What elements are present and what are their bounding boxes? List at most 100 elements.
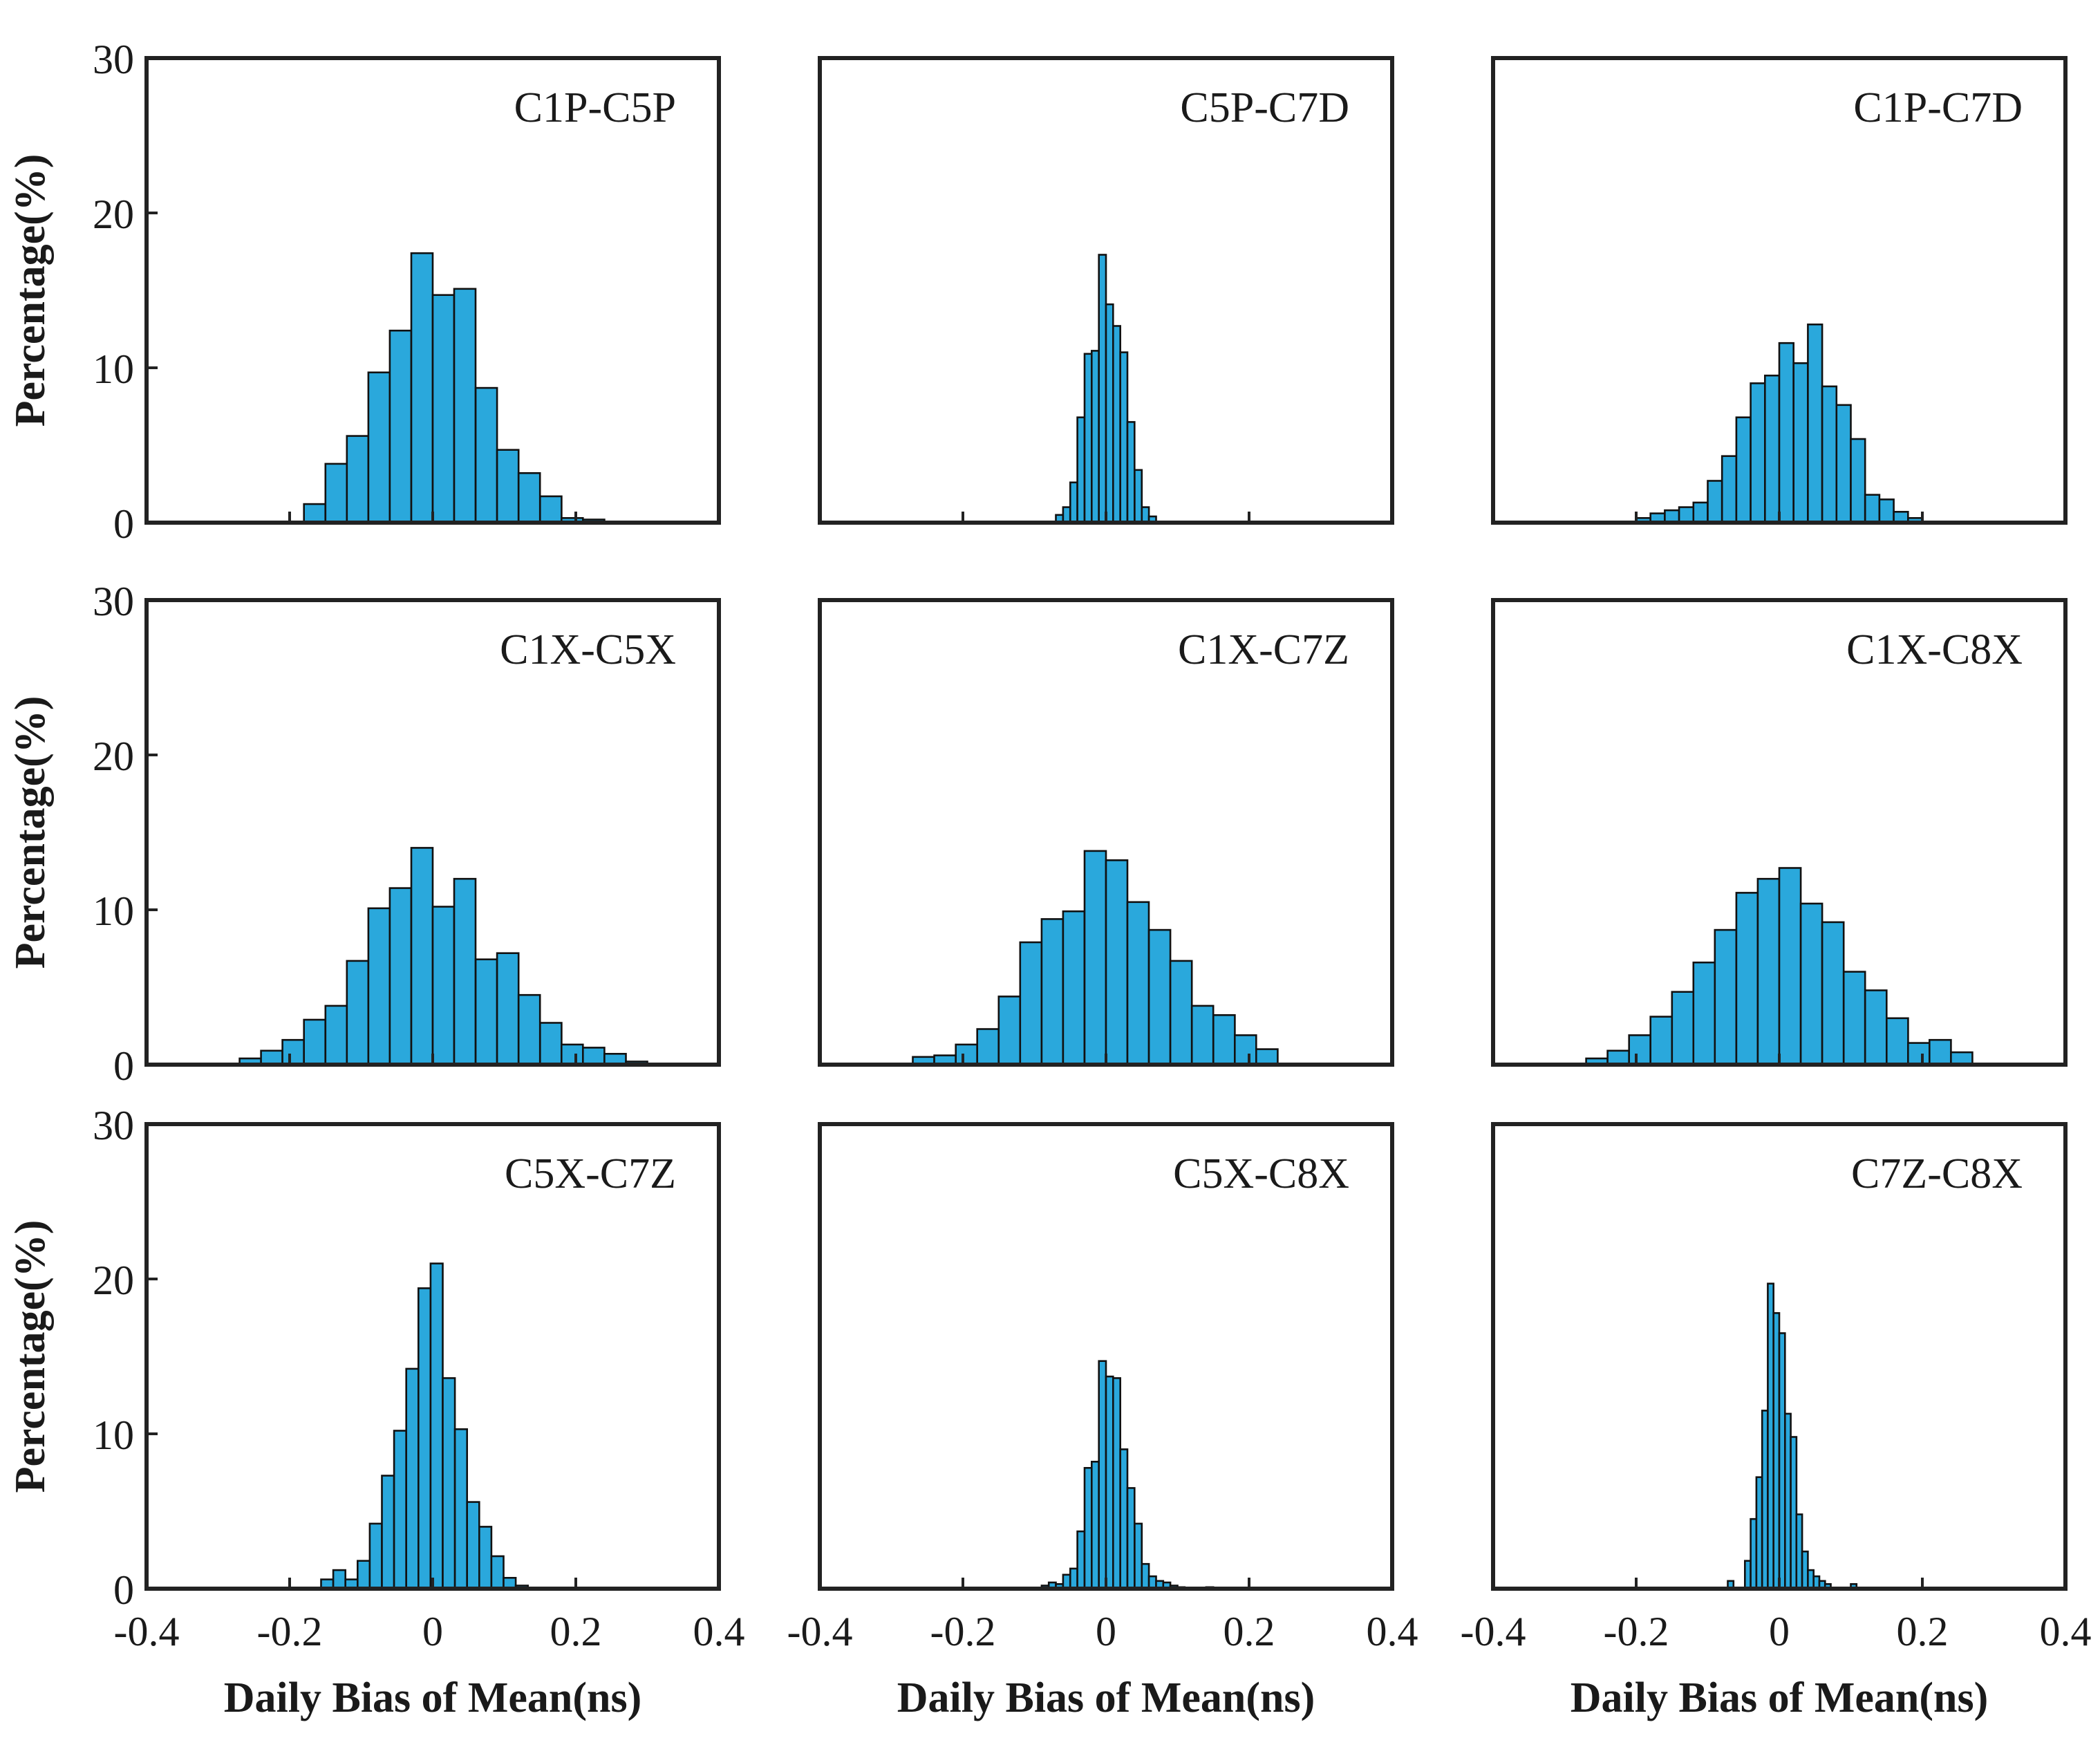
histogram-bar: [431, 294, 456, 524]
histogram-bar: [1735, 416, 1752, 524]
x-tick-label: 0.4: [2040, 1609, 2092, 1654]
histogram-bar: [517, 993, 541, 1066]
histogram-bar: [1735, 892, 1759, 1066]
histogram-bar: [538, 1022, 563, 1066]
histogram-bar: [1069, 1567, 1078, 1590]
histogram-bar: [517, 471, 541, 524]
panel-title: C7Z-C8X: [1851, 1150, 2023, 1197]
y-axis-label: Percentage(%): [7, 1220, 54, 1493]
histogram-bar: [560, 1043, 584, 1066]
histogram-bar: [1112, 325, 1122, 524]
histogram-bar: [303, 1018, 327, 1066]
histogram-bar: [417, 1287, 432, 1590]
histogram-bar: [1040, 918, 1065, 1066]
histogram-bar: [538, 495, 563, 524]
histogram-bar: [1062, 1573, 1071, 1590]
histogram-bar: [303, 503, 327, 524]
panel-title: C1P-C7D: [1853, 84, 2023, 131]
histogram-bar: [1105, 303, 1114, 524]
histogram-bar: [1878, 498, 1895, 524]
histogram-bar: [324, 1005, 348, 1066]
y-tick-label: 20: [93, 1258, 134, 1303]
histogram-bar: [976, 1028, 1000, 1066]
y-tick-label: 30: [93, 37, 134, 82]
y-tick-label: 20: [93, 191, 134, 237]
y-tick-label: 30: [93, 1103, 134, 1148]
histogram-bar: [381, 1475, 395, 1590]
histogram-bar: [260, 1049, 283, 1066]
panel-c1x-c8x: C1X-C8X: [1491, 598, 2068, 1067]
histogram-bar: [346, 960, 370, 1066]
x-tick-label: -0.2: [930, 1609, 996, 1654]
histogram-bar: [1098, 1360, 1107, 1590]
histogram-bar: [367, 907, 391, 1066]
histogram-bar: [581, 1047, 606, 1066]
histogram-bar: [453, 288, 477, 524]
histogram-bar: [1821, 921, 1845, 1066]
histogram-bar: [1778, 342, 1795, 524]
x-tick-label: 0.2: [1897, 1609, 1949, 1654]
histogram-bar: [1169, 960, 1193, 1066]
histogram-bar: [388, 329, 413, 524]
y-axis-label: Percentage(%): [7, 154, 54, 427]
histogram-bar: [478, 1526, 493, 1590]
y-tick-label: 0: [113, 501, 134, 547]
histogram-bar: [1864, 989, 1888, 1066]
x-tick-label: -0.2: [257, 1609, 323, 1654]
histogram-bar: [1799, 902, 1824, 1066]
y-axis-label: Percentage(%): [7, 696, 54, 969]
histogram-bar: [1714, 928, 1738, 1066]
histogram-bar: [431, 906, 456, 1066]
histogram-bar: [1134, 469, 1143, 524]
y-tick-label: 0: [113, 1567, 134, 1613]
histogram-bar: [1062, 910, 1086, 1066]
x-axis-label: Daily Bias of Mean(ns): [1571, 1674, 1989, 1721]
histogram-bar: [1792, 362, 1809, 524]
histogram-bar: [1255, 1048, 1279, 1066]
x-tick-label: 0: [422, 1609, 443, 1654]
histogram-bar: [1707, 480, 1723, 524]
panel-c5x-c7z: C5X-C7Z 0 10 20 30 -0.4 -0.2 0 0.2 0.4 Percentage(…: [7, 1103, 745, 1721]
histogram-bar: [1119, 1448, 1129, 1590]
y-tick-label: 10: [93, 346, 134, 392]
panel-title: C5X-C8X: [1173, 1150, 1349, 1197]
panel-title: C1X-C7Z: [1178, 626, 1349, 673]
histogram-bar: [1076, 1530, 1086, 1590]
histogram-bar: [1062, 506, 1071, 524]
histogram-bar: [1678, 506, 1695, 524]
histogram-bar: [453, 877, 477, 1066]
histogram-bar: [466, 1501, 480, 1590]
histogram-bar: [1886, 1017, 1909, 1066]
x-tick-label: 0: [1769, 1609, 1790, 1654]
histogram-bar: [1929, 1038, 1952, 1066]
histogram-bar: [1141, 1562, 1150, 1590]
y-tick-label: 10: [93, 1412, 134, 1458]
histogram-bar: [1850, 438, 1866, 524]
histogram-bar: [1083, 353, 1093, 524]
histogram-bar: [405, 1367, 420, 1590]
histogram-bar: [453, 1428, 468, 1590]
histogram-bar: [1234, 1034, 1257, 1066]
histogram-bar: [1147, 928, 1172, 1066]
histogram-bar: [1756, 877, 1781, 1066]
histogram-bar: [356, 1560, 371, 1590]
histogram-bar: [1842, 971, 1866, 1066]
x-tick-label: -0.4: [787, 1609, 853, 1654]
histogram-bar: [496, 952, 520, 1066]
histogram-bar: [474, 958, 498, 1066]
histogram-bar: [1649, 1016, 1674, 1066]
histogram-bar: [1190, 1005, 1215, 1066]
histogram-bar: [1134, 1522, 1143, 1590]
histogram-bar: [442, 1377, 456, 1590]
histogram-bar: [388, 887, 413, 1066]
histogram-bar: [1821, 385, 1838, 524]
histogram-bar: [1212, 1014, 1236, 1066]
x-tick-label: 0.4: [1367, 1609, 1418, 1654]
panel-title: C5X-C7Z: [505, 1150, 676, 1197]
histogram-bar: [1083, 850, 1107, 1066]
x-tick-label: 0.2: [1224, 1609, 1275, 1654]
histogram-bar: [1091, 350, 1100, 524]
histogram-bar: [367, 371, 391, 524]
histogram-bar: [496, 449, 520, 524]
panel-c1x-c7z: C1X-C7Z: [818, 598, 1394, 1067]
